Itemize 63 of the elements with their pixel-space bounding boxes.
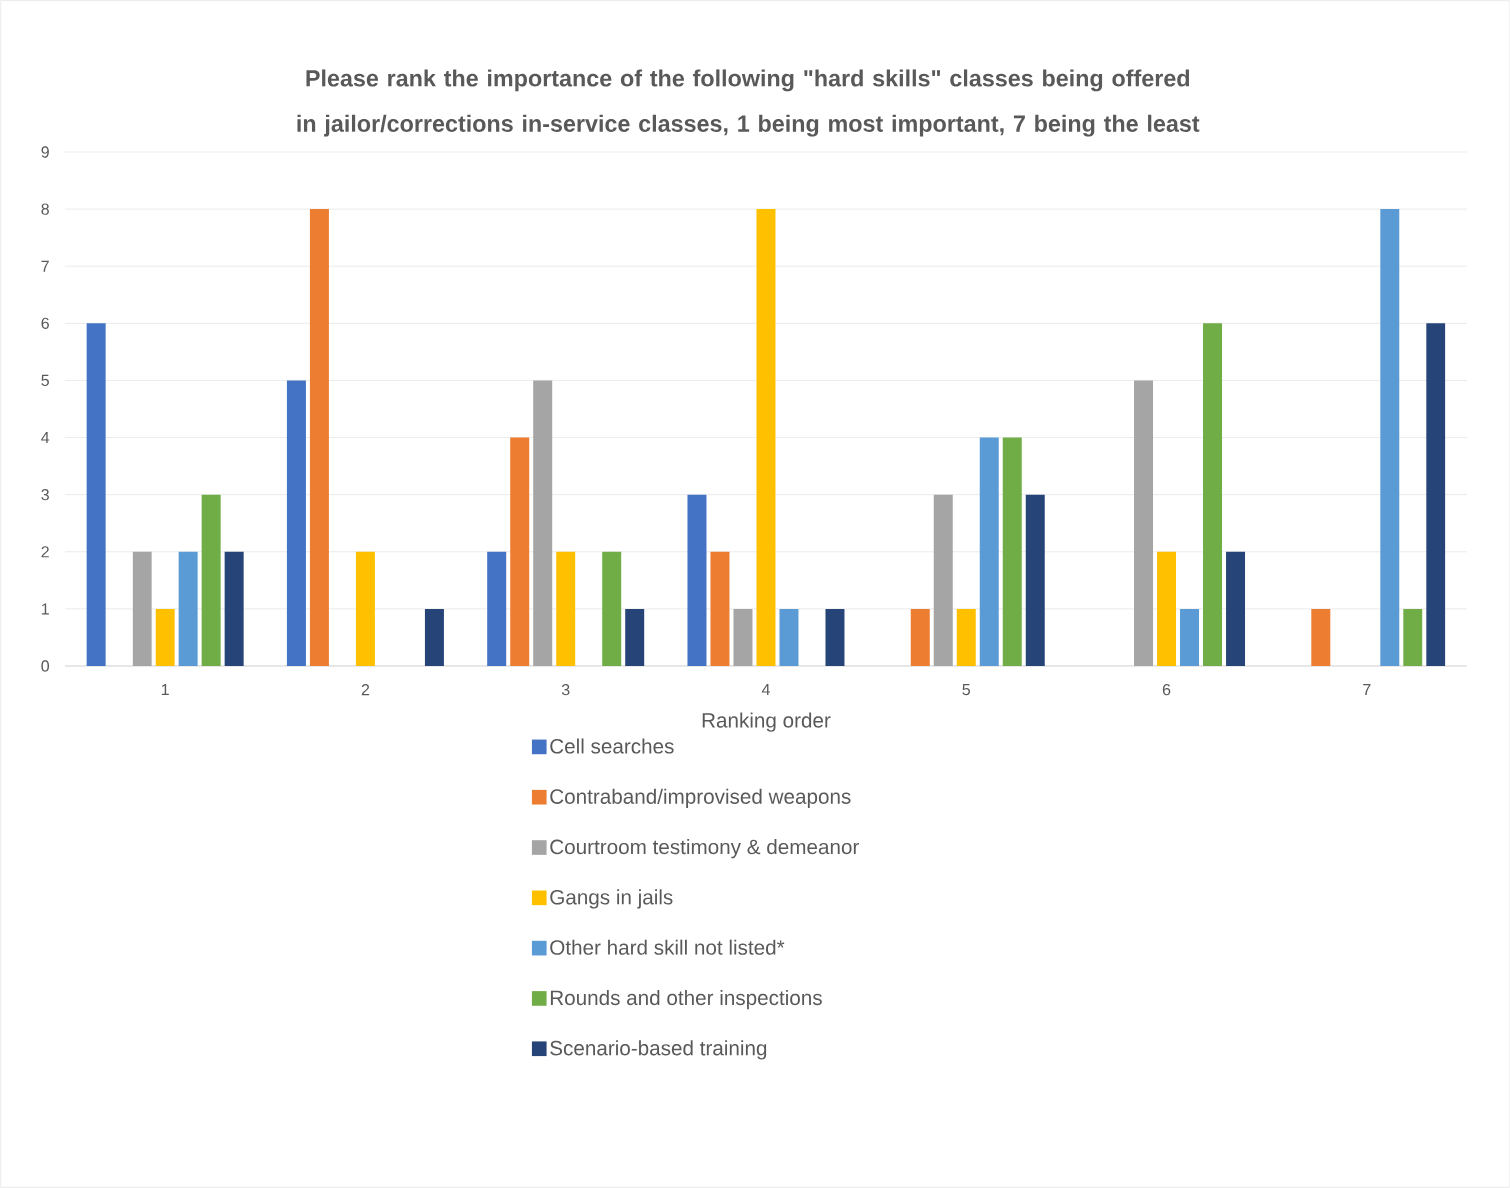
bar [1025, 494, 1045, 666]
bar [510, 437, 530, 666]
bar [625, 608, 645, 666]
legend-label: Rounds and other inspections [550, 989, 822, 1010]
x-tick-label: 3 [561, 684, 570, 696]
y-tick-label: 2 [41, 546, 49, 558]
y-tick-label: 3 [41, 489, 49, 501]
x-tick-label: 1 [161, 684, 169, 696]
bar [1380, 209, 1400, 666]
legend-label: Contraband/improvised weapons [550, 788, 851, 808]
x-tick-label: 4 [761, 684, 770, 696]
bar [178, 551, 198, 666]
x-tick-label: 7 [1363, 684, 1371, 696]
y-tick-label: 0 [41, 660, 50, 672]
bar [1180, 608, 1200, 666]
legend-label: Scenario-based training [550, 1040, 767, 1060]
bar [956, 608, 976, 666]
y-tick-label: 1 [41, 603, 49, 615]
legend-label: Courtroom testimony & demeanor [550, 839, 859, 859]
bar [86, 323, 106, 666]
bar [201, 494, 221, 666]
y-tick-label: 7 [41, 260, 49, 272]
bar [355, 551, 375, 666]
bar [155, 608, 175, 666]
legend-label: Gangs in jails [550, 889, 673, 909]
bar [825, 608, 845, 666]
bar [1134, 380, 1154, 666]
y-tick-label: 5 [41, 374, 49, 387]
bar [309, 209, 329, 666]
bar [533, 380, 553, 666]
x-tick-label: 6 [1162, 684, 1171, 696]
y-tick-label: 8 [41, 203, 49, 215]
bar [733, 608, 753, 666]
bar [1311, 608, 1331, 666]
bar [286, 380, 306, 666]
x-axis-title: Ranking order [702, 712, 831, 732]
legend-label: Other hard skill not listed* [550, 939, 785, 955]
x-tick-label: 5 [962, 684, 971, 696]
y-tick-label: 4 [41, 432, 50, 444]
bar [1002, 437, 1022, 666]
bar [224, 551, 244, 666]
bar [933, 494, 953, 666]
legend-label: Cell searches [550, 738, 674, 754]
bar [1157, 551, 1177, 666]
bar [779, 608, 799, 666]
bar [910, 608, 930, 666]
chart-title: Please rank the importance of the following "hard skills" classes being offered in jailor/corrections in-service classes, 1 being most important, 7 being the least [297, 69, 1200, 137]
bar [132, 551, 152, 666]
bar [424, 608, 444, 666]
bar [1426, 323, 1446, 666]
bar [556, 551, 576, 666]
bar [1403, 608, 1423, 666]
bar [602, 551, 622, 666]
x-tick-label: 2 [361, 684, 370, 696]
y-tick-label: 9 [41, 146, 49, 158]
bar [979, 437, 999, 666]
bar [1226, 551, 1246, 666]
bar [687, 494, 707, 666]
bar [710, 551, 730, 666]
bar [1203, 323, 1223, 666]
bar [756, 209, 776, 666]
y-tick-label: 6 [41, 317, 49, 329]
bar [487, 551, 507, 666]
